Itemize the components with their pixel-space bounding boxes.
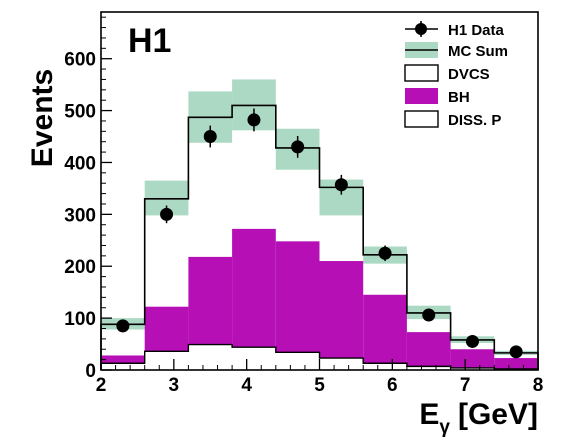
data-point <box>334 178 348 192</box>
bh-bin <box>363 294 407 364</box>
legend-data-marker <box>415 23 427 35</box>
y-tick-label: 200 <box>64 257 96 278</box>
data-point <box>203 130 217 144</box>
bh-bin <box>232 228 276 348</box>
legend-dvcs-label: DVCS <box>448 66 490 83</box>
y-tick-label: 600 <box>64 50 96 71</box>
bh-bin <box>275 241 320 353</box>
x-axis-title: Eγ [GeV] <box>419 398 538 438</box>
legend-diss-label: DISS. P <box>448 112 501 129</box>
legend: H1 Data MC Sum DVCS BH DISS. P <box>404 21 508 129</box>
x-tick-label: 8 <box>533 375 544 396</box>
bh-bin <box>319 261 364 359</box>
legend-data-label: H1 Data <box>448 22 505 39</box>
bh-bin <box>450 349 495 368</box>
data-point <box>509 345 523 359</box>
y-tick-label: 400 <box>64 153 96 174</box>
x-tick-label: 5 <box>314 375 325 396</box>
data-point <box>247 113 261 127</box>
x-tick-label: 3 <box>169 375 180 396</box>
axis-ticks-group: 2 3 4 5 6 7 8 0 100 200 300 400 500 600 <box>64 16 544 396</box>
legend-dvcs-swatch <box>404 64 439 82</box>
x-tick-label: 6 <box>387 375 398 396</box>
legend-bh-swatch <box>405 88 438 104</box>
data-point <box>465 334 479 348</box>
experiment-label: H1 <box>128 22 171 60</box>
data-point <box>160 207 174 221</box>
legend-diss-swatch <box>404 110 439 128</box>
x-tick-label: 2 <box>96 375 107 396</box>
bh-bin <box>188 256 233 345</box>
y-tick-label: 100 <box>64 309 96 330</box>
bh-bin <box>406 332 451 367</box>
bh-fill-group <box>101 228 538 369</box>
x-tick-label: 4 <box>241 375 252 396</box>
x-tick-label: 7 <box>460 375 471 396</box>
bh-bin <box>101 355 145 364</box>
data-point <box>116 319 130 333</box>
y-tick-label: 0 <box>85 361 96 382</box>
legend-mcsum-label: MC Sum <box>448 43 508 60</box>
x-axis-title-subscript: γ <box>439 417 450 438</box>
data-point <box>291 140 305 154</box>
x-axis-title-main: E <box>419 398 439 431</box>
y-tick-label: 300 <box>64 205 96 226</box>
diss-histogram-line <box>100 343 539 370</box>
data-points-group <box>116 108 523 359</box>
y-tick-label: 500 <box>64 102 96 123</box>
legend-bh-label: BH <box>448 89 470 106</box>
y-axis-title: Events <box>26 69 59 167</box>
bh-bin <box>494 358 538 369</box>
bh-bin <box>144 306 189 352</box>
x-axis-title-unit: [GeV] <box>458 398 538 431</box>
data-point <box>422 308 436 322</box>
data-point <box>378 246 392 260</box>
